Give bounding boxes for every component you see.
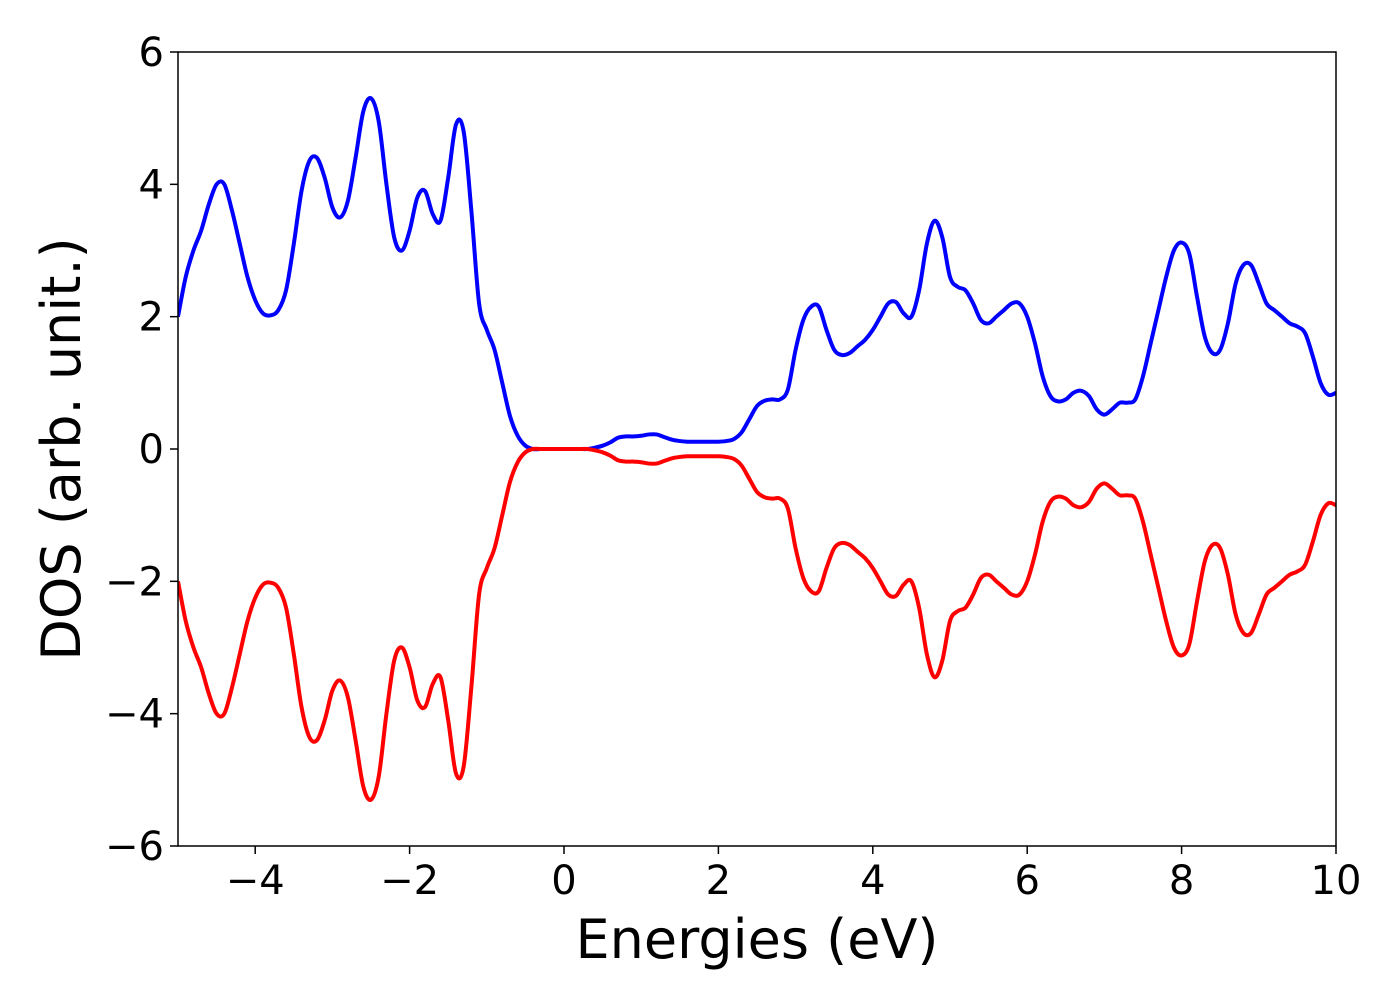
dos-line (178, 446, 1336, 802)
y-tick-label: 6 (139, 30, 164, 76)
x-tick-label: −4 (226, 858, 285, 904)
y-tick-label: 0 (139, 427, 164, 473)
y-tick-label: 2 (139, 295, 164, 341)
x-tick-label: 2 (706, 858, 731, 904)
y-axis-label: DOS (arb. unit.) (30, 237, 93, 660)
x-axis-label: Energies (eV) (576, 908, 939, 971)
y-tick-label: −2 (105, 559, 164, 605)
x-tick-label: 6 (1014, 858, 1039, 904)
dos-line (178, 96, 1336, 452)
x-tick-label: 0 (551, 858, 576, 904)
plot-frame (177, 51, 1337, 847)
y-tick-label: 4 (139, 162, 164, 208)
y-tick-label: −4 (105, 692, 164, 738)
x-tick-label: −2 (380, 858, 439, 904)
y-tick-label: −6 (105, 824, 164, 870)
x-tick-label: 4 (860, 858, 885, 904)
x-tick-label: 8 (1169, 858, 1194, 904)
x-tick-label: 10 (1311, 858, 1362, 904)
